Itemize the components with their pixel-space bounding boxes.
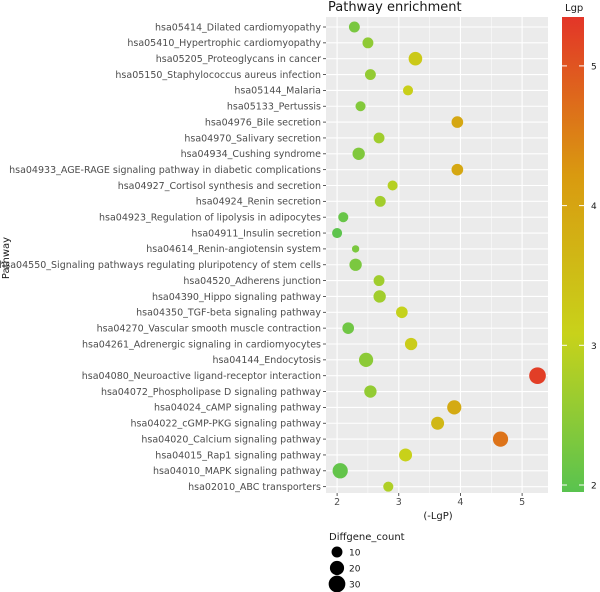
y-tick-label: hsa05414_Dilated cardiomyopathy xyxy=(155,22,321,33)
y-tick-label: hsa04072_Phospholipase D signaling pathw… xyxy=(101,387,321,398)
x-axis-tick-labels: 2 3 4 5 xyxy=(334,493,525,508)
y-tick-label: hsa04924_Renin secretion xyxy=(196,197,321,208)
data-point xyxy=(408,51,423,66)
size-legend-title: Diffgene_count xyxy=(329,532,405,543)
data-point xyxy=(338,212,349,223)
data-point xyxy=(431,416,445,430)
y-tick-label: hsa04933_AGE-RAGE signaling pathway in d… xyxy=(9,165,321,176)
data-point xyxy=(402,85,414,96)
data-point xyxy=(364,385,377,398)
data-point xyxy=(374,195,386,207)
color-legend-label: 4 xyxy=(591,202,597,212)
data-point xyxy=(342,322,355,334)
y-tick-label: hsa05205_Proteoglycans in cancer xyxy=(156,54,321,65)
y-tick-label: hsa04970_Salivary secretion xyxy=(184,133,321,144)
x-tick-label: 3 xyxy=(396,497,402,508)
y-tick-label: hsa04550_Signaling pathways regulating p… xyxy=(0,260,321,271)
data-point xyxy=(355,101,366,112)
y-tick-label: hsa05133_Pertussis xyxy=(227,102,321,113)
y-tick-label: hsa04390_Hippo signaling pathway xyxy=(152,292,321,303)
y-tick-label: hsa05150_Staphylococcus aureus infection xyxy=(115,70,321,81)
size-legend-key xyxy=(329,560,345,576)
data-point xyxy=(364,69,376,81)
data-point xyxy=(404,337,418,351)
data-point xyxy=(349,258,362,271)
y-axis-tick-labels: hsa05414_Dilated cardiomyopathy hsa05410_… xyxy=(0,22,326,493)
y-tick-label: hsa04010_MAPK signaling pathway xyxy=(153,466,321,477)
y-tick-label: hsa04015_Rap1 signaling pathway xyxy=(155,450,321,461)
data-point xyxy=(451,116,464,128)
data-point xyxy=(362,37,374,49)
size-legend-label: 20 xyxy=(349,564,361,574)
y-tick-label: hsa04923_Regulation of lipolysis in adip… xyxy=(99,213,321,224)
y-tick-label: hsa04350_TGF-beta signaling pathway xyxy=(136,308,321,319)
y-tick-label: hsa04911_Insulin secretion xyxy=(191,228,321,239)
y-tick-label: hsa05144_Malaria xyxy=(234,86,321,97)
data-point xyxy=(387,180,398,191)
data-point xyxy=(373,275,385,287)
y-tick-label: hsa04927_Cortisol synthesis and secretio… xyxy=(118,181,321,192)
data-point xyxy=(529,367,546,385)
size-legend-key xyxy=(331,546,343,558)
data-point xyxy=(399,448,413,462)
chart-title: Pathway enrichment xyxy=(328,0,462,15)
y-tick-label: hsa04934_Cushing syndrome xyxy=(181,149,321,160)
y-axis-title: Pathway xyxy=(1,237,12,279)
data-point xyxy=(351,245,360,253)
data-point xyxy=(373,132,385,144)
y-tick-label: hsa04614_Renin-angiotensin system xyxy=(146,244,321,255)
color-legend-bar xyxy=(562,17,584,492)
size-legend-label: 30 xyxy=(349,580,361,590)
data-point xyxy=(348,21,360,33)
y-tick-label: hsa04020_Calcium signaling pathway xyxy=(141,434,321,445)
data-point xyxy=(332,228,343,239)
size-legend-key xyxy=(328,575,346,592)
y-tick-label: hsa04144_Endocytosis xyxy=(212,355,321,366)
data-point xyxy=(447,400,462,415)
data-points xyxy=(332,21,546,492)
size-legend-label: 10 xyxy=(349,548,361,558)
data-point xyxy=(352,147,365,160)
x-tick-label: 5 xyxy=(519,497,525,508)
size-legend: Diffgene_count 10 20 30 xyxy=(328,532,405,592)
y-tick-label: hsa04520_Adherens junction xyxy=(183,276,321,287)
x-axis-title: (-LgP) xyxy=(423,511,452,522)
data-point xyxy=(383,481,394,492)
color-legend-label: 5 xyxy=(591,62,597,72)
plot-panel xyxy=(326,17,548,493)
data-point xyxy=(396,306,408,319)
y-tick-label: hsa04022_cGMP-PKG signaling pathway xyxy=(131,419,322,430)
y-tick-label: hsa04270_Vascular smooth muscle contract… xyxy=(97,323,321,334)
color-legend: Lgp 2 3 4 5 xyxy=(562,3,597,492)
y-tick-label: hsa04261_Adrenergic signaling in cardiom… xyxy=(82,339,321,350)
data-point xyxy=(492,431,509,447)
y-tick-label: hsa02010_ABC transporters xyxy=(188,482,321,493)
y-tick-label: hsa05410_Hypertrophic cardiomyopathy xyxy=(127,38,321,49)
data-point xyxy=(358,352,374,367)
color-legend-label: 2 xyxy=(591,482,597,492)
color-legend-title: Lgp xyxy=(565,3,583,14)
color-legend-label: 3 xyxy=(591,342,597,352)
y-tick-label: hsa04080_Neuroactive ligand-receptor int… xyxy=(82,371,321,382)
data-point xyxy=(373,290,386,303)
x-tick-label: 2 xyxy=(334,497,340,508)
plot-background xyxy=(326,17,548,493)
y-tick-label: hsa04976_Bile secretion xyxy=(205,117,321,128)
x-tick-label: 4 xyxy=(457,497,463,508)
y-tick-label: hsa04024_cAMP signaling pathway xyxy=(154,403,321,414)
data-point xyxy=(451,163,464,176)
data-point xyxy=(332,463,348,479)
